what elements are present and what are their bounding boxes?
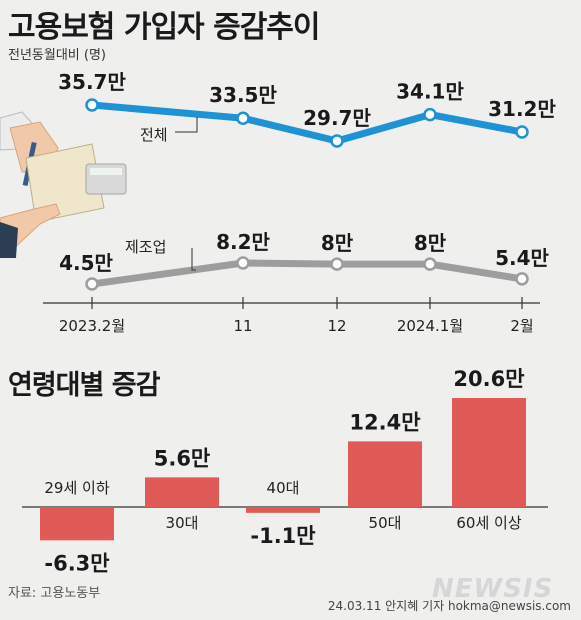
manufacturing-data-label-4: 5.4만 [495, 246, 549, 270]
x-tick-label-0: 2023.2월 [59, 317, 125, 335]
bar-value-label-4: 20.6만 [453, 367, 524, 391]
source-label: 자료: 고용노동부 [8, 586, 101, 601]
total-point-2 [330, 134, 344, 148]
manufacturing-data-label-0: 4.5만 [59, 251, 113, 275]
x-tick-label-4: 2월 [510, 317, 533, 335]
total-data-label-2: 29.7만 [303, 106, 371, 130]
page-title: 고용보험 가입자 증감추이 [8, 10, 320, 45]
bar-value-label-0: -6.3만 [44, 551, 109, 575]
manufacturing-data-label-2: 8만 [321, 231, 354, 255]
manufacturing-data-label-1: 8.2만 [216, 230, 270, 254]
bar-category-label-2: 40대 [267, 479, 300, 497]
x-axis-ticks [91, 297, 523, 309]
total-point-3 [423, 107, 437, 122]
bar-4 [452, 398, 526, 507]
bar-1 [145, 477, 219, 507]
manufacturing-point-4 [515, 272, 529, 286]
manufacturing-point-3 [423, 257, 437, 271]
total-data-label-1: 33.5만 [209, 83, 277, 107]
bar-category-labels: 29세 이하 30대 40대 50대 60세 이상 [44, 479, 521, 532]
total-point-4 [515, 125, 529, 139]
series-line-manufacturing [88, 259, 526, 288]
data-labels-manufacturing: 4.5만 8.2만 8만 8만 5.4만 [59, 230, 549, 275]
x-axis-tick-labels: 2023.2월 11 12 2024.1월 2월 [59, 317, 534, 335]
series-points-total [85, 98, 529, 148]
total-data-label-4: 31.2만 [488, 97, 556, 121]
bar-0 [40, 507, 114, 541]
manufacturing-data-label-3: 8만 [414, 231, 447, 255]
x-tick-label-3: 2024.1월 [397, 317, 463, 335]
series-callout-total [175, 117, 198, 133]
bar-value-label-2: -1.1만 [250, 524, 315, 548]
bars [40, 398, 526, 541]
bar-value-label-1: 5.6만 [154, 446, 211, 470]
total-data-label-0: 35.7만 [58, 70, 126, 94]
bar-value-label-3: 12.4만 [349, 410, 420, 434]
bar-category-label-1: 30대 [166, 514, 199, 532]
x-tick-label-2: 12 [327, 317, 346, 335]
total-point-1 [236, 111, 250, 125]
bar-category-label-0: 29세 이하 [44, 479, 109, 497]
unit-label: 전년동월대비 (명) [8, 48, 106, 63]
bar-category-label-4: 60세 이상 [456, 514, 521, 532]
bar-2 [246, 507, 320, 513]
data-labels-total: 35.7만 33.5만 29.7만 34.1만 31.2만 [58, 70, 556, 130]
manufacturing-point-2 [330, 257, 344, 271]
total-data-label-3: 34.1만 [396, 80, 464, 104]
x-tick-label-1: 11 [233, 317, 252, 335]
line-chart: 2023.2월 11 12 2024.1월 2월 35.7만 33.5만 29.7만 34.1… [43, 70, 556, 335]
section-title-age: 연령대별 증감 [8, 370, 160, 401]
bar-chart: 29세 이하 30대 40대 50대 60세 이상 -6.3만 5.6만 -1.1만 12.4… [22, 367, 548, 575]
manufacturing-point-1 [236, 256, 250, 270]
total-point-0 [85, 98, 99, 112]
credit-line: 24.03.11 안지혜 기자 hokma@newsis.com [327, 599, 571, 613]
series-name-manufacturing: 제조업 [125, 238, 166, 256]
series-name-total: 전체 [140, 126, 168, 144]
bar-3 [348, 441, 422, 507]
bar-value-labels: -6.3만 5.6만 -1.1만 12.4만 20.6만 [44, 367, 524, 575]
bar-category-label-3: 50대 [369, 514, 402, 532]
series-points-manufacturing [85, 256, 529, 291]
illustration [0, 111, 127, 258]
newsis-logo: NEWSIS [432, 574, 554, 604]
series-callout-manufacturing [191, 248, 196, 271]
manufacturing-point-0 [85, 277, 99, 291]
